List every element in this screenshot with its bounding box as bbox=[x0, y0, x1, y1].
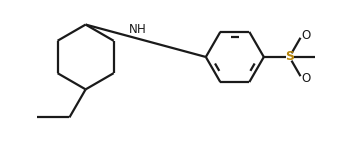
Text: S: S bbox=[285, 50, 294, 63]
Text: N: N bbox=[128, 23, 137, 36]
Text: H: H bbox=[137, 23, 146, 36]
Text: O: O bbox=[301, 72, 310, 85]
Text: O: O bbox=[301, 29, 310, 42]
